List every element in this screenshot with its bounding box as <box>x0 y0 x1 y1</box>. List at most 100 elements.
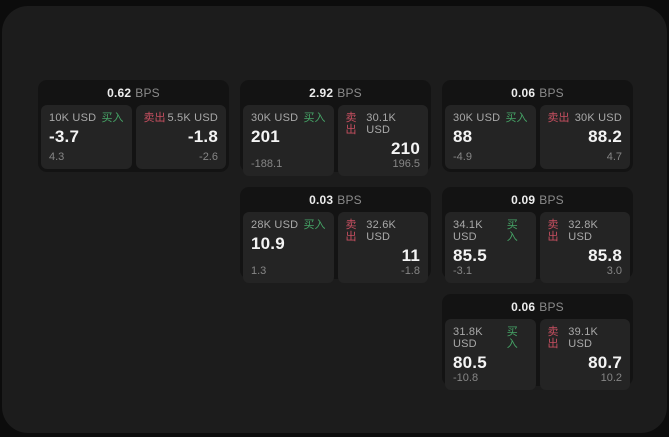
buy-side-label: 买入 <box>101 112 124 124</box>
buy-price: 10.9 <box>251 234 285 253</box>
sell-side-label: 卖出 <box>345 219 357 243</box>
card-header: 2.92 BPS <box>243 80 428 105</box>
card-header: 0.62 BPS <box>41 80 226 105</box>
buy-panel-top: 31.8K USD 买入 <box>453 326 528 350</box>
card-header: 0.03 BPS <box>243 187 428 212</box>
sell-panel-top: 卖出 32.8K USD <box>548 219 623 243</box>
buy-size: 28K USD <box>251 219 299 231</box>
sell-panel-top: 卖出 32.6K USD <box>346 219 421 243</box>
sell-price: 80.7 <box>588 353 622 372</box>
quotes-panel: 0.62 BPS 10K USD 买入 -3.7 4.3 卖出 <box>2 6 667 433</box>
sell-price: 11 <box>401 246 420 265</box>
buy-side-label: 买入 <box>506 326 518 350</box>
buy-size: 10K USD <box>49 112 97 124</box>
buy-sell-panels: 28K USD 买入 10.9 1.3 卖出 32.6K USD 11 -1.8 <box>243 212 428 283</box>
bps-unit-label: BPS <box>135 85 160 100</box>
buy-size: 34.1K USD <box>453 219 483 243</box>
buy-sub-value: -188.1 <box>251 158 283 170</box>
buy-price: -3.7 <box>49 127 80 146</box>
bps-value: 0.06 <box>511 85 536 100</box>
quote-card: 2.92 BPS 30K USD 买入 201 -188.1 卖出 <box>240 80 431 176</box>
card-header: 0.06 BPS <box>445 80 630 105</box>
sell-sub-value: 10.2 <box>600 372 622 384</box>
bps-value: 0.62 <box>107 85 132 100</box>
sell-size: 30.1K USD <box>366 112 397 136</box>
sell-panel[interactable]: 卖出 30K USD 88.2 4.7 <box>539 105 630 169</box>
buy-price: 80.5 <box>453 353 487 372</box>
buy-size: 31.8K USD <box>453 326 483 350</box>
quote-card: 0.06 BPS 31.8K USD 买入 80.5 -10.8 卖 <box>442 294 633 390</box>
card-header: 0.09 BPS <box>445 187 630 212</box>
sell-side-label: 卖出 <box>547 112 570 124</box>
buy-sell-panels: 30K USD 买入 88 -4.9 卖出 30K USD 88.2 4.7 <box>445 105 630 169</box>
bps-value: 0.09 <box>511 192 536 207</box>
quote-card: 0.03 BPS 28K USD 买入 10.9 1.3 卖出 <box>240 187 431 283</box>
buy-sell-panels: 30K USD 买入 201 -188.1 卖出 30.1K USD 210 1… <box>243 105 428 176</box>
sell-panel[interactable]: 卖出 32.8K USD 85.8 3.0 <box>539 212 630 283</box>
buy-sub-value: -3.1 <box>453 265 472 277</box>
bps-unit-label: BPS <box>539 85 564 100</box>
bps-value: 0.03 <box>309 192 334 207</box>
buy-panel-top: 34.1K USD 买入 <box>453 219 528 243</box>
quote-card-grid: 0.62 BPS 10K USD 买入 -3.7 4.3 卖出 <box>38 80 633 390</box>
sell-side-label: 卖出 <box>143 112 166 124</box>
buy-panel[interactable]: 30K USD 买入 201 -188.1 <box>243 105 334 176</box>
sell-sub-value: 3.0 <box>606 265 622 277</box>
buy-side-label: 买入 <box>506 219 518 243</box>
quote-card: 0.62 BPS 10K USD 买入 -3.7 4.3 卖出 <box>38 80 229 172</box>
sell-sub-value: 196.5 <box>392 158 420 170</box>
sell-sub-value: 4.7 <box>606 151 622 163</box>
buy-sub-value: -10.8 <box>453 372 479 384</box>
buy-panel[interactable]: 10K USD 买入 -3.7 4.3 <box>41 105 132 169</box>
quote-card: 0.06 BPS 30K USD 买入 88 -4.9 卖出 <box>442 80 633 172</box>
sell-price: -1.8 <box>187 127 218 146</box>
buy-price: 88 <box>453 127 473 146</box>
buy-panel-top: 30K USD 买入 <box>453 112 528 124</box>
sell-panel[interactable]: 卖出 30.1K USD 210 196.5 <box>337 105 428 176</box>
buy-price: 201 <box>251 127 280 146</box>
bps-value: 0.06 <box>511 299 536 314</box>
bps-unit-label: BPS <box>539 299 564 314</box>
sell-size: 5.5K USD <box>167 112 218 124</box>
buy-sub-value: -4.9 <box>453 151 472 163</box>
buy-panel-top: 28K USD 买入 <box>251 219 326 231</box>
sell-side-label: 卖出 <box>345 112 357 136</box>
bps-value: 2.92 <box>309 85 334 100</box>
sell-sub-value: -2.6 <box>199 151 218 163</box>
sell-size: 32.6K USD <box>366 219 397 243</box>
buy-sub-value: 1.3 <box>251 265 267 277</box>
bps-unit-label: BPS <box>337 85 362 100</box>
buy-size: 30K USD <box>251 112 299 124</box>
bps-unit-label: BPS <box>539 192 564 207</box>
sell-size: 32.8K USD <box>568 219 599 243</box>
buy-sell-panels: 31.8K USD 买入 80.5 -10.8 卖出 39.1K USD 80.… <box>445 319 630 390</box>
buy-size: 30K USD <box>453 112 501 124</box>
sell-size: 30K USD <box>574 112 622 124</box>
buy-sub-value: 4.3 <box>49 151 65 163</box>
sell-panel[interactable]: 卖出 5.5K USD -1.8 -2.6 <box>135 105 226 169</box>
buy-side-label: 买入 <box>505 112 528 124</box>
buy-sell-panels: 34.1K USD 买入 85.5 -3.1 卖出 32.8K USD 85.8… <box>445 212 630 283</box>
buy-price: 85.5 <box>453 246 487 265</box>
buy-side-label: 买入 <box>303 219 326 231</box>
sell-sub-value: -1.8 <box>401 265 420 277</box>
sell-side-label: 卖出 <box>547 219 559 243</box>
sell-price: 88.2 <box>588 127 622 146</box>
sell-panel-top: 卖出 30.1K USD <box>346 112 421 136</box>
sell-panel-top: 卖出 30K USD <box>548 112 623 124</box>
sell-panel[interactable]: 卖出 32.6K USD 11 -1.8 <box>337 212 428 283</box>
buy-panel[interactable]: 31.8K USD 买入 80.5 -10.8 <box>445 319 536 390</box>
sell-panel-top: 卖出 5.5K USD <box>144 112 219 124</box>
sell-panel[interactable]: 卖出 39.1K USD 80.7 10.2 <box>539 319 630 390</box>
buy-side-label: 买入 <box>303 112 326 124</box>
buy-panel-top: 10K USD 买入 <box>49 112 124 124</box>
sell-panel-top: 卖出 39.1K USD <box>548 326 623 350</box>
buy-panel[interactable]: 28K USD 买入 10.9 1.3 <box>243 212 334 283</box>
quote-card: 0.09 BPS 34.1K USD 买入 85.5 -3.1 卖出 <box>442 187 633 283</box>
buy-panel[interactable]: 34.1K USD 买入 85.5 -3.1 <box>445 212 536 283</box>
card-header: 0.06 BPS <box>445 294 630 319</box>
buy-panel[interactable]: 30K USD 买入 88 -4.9 <box>445 105 536 169</box>
sell-size: 39.1K USD <box>568 326 599 350</box>
sell-price: 210 <box>391 139 420 158</box>
